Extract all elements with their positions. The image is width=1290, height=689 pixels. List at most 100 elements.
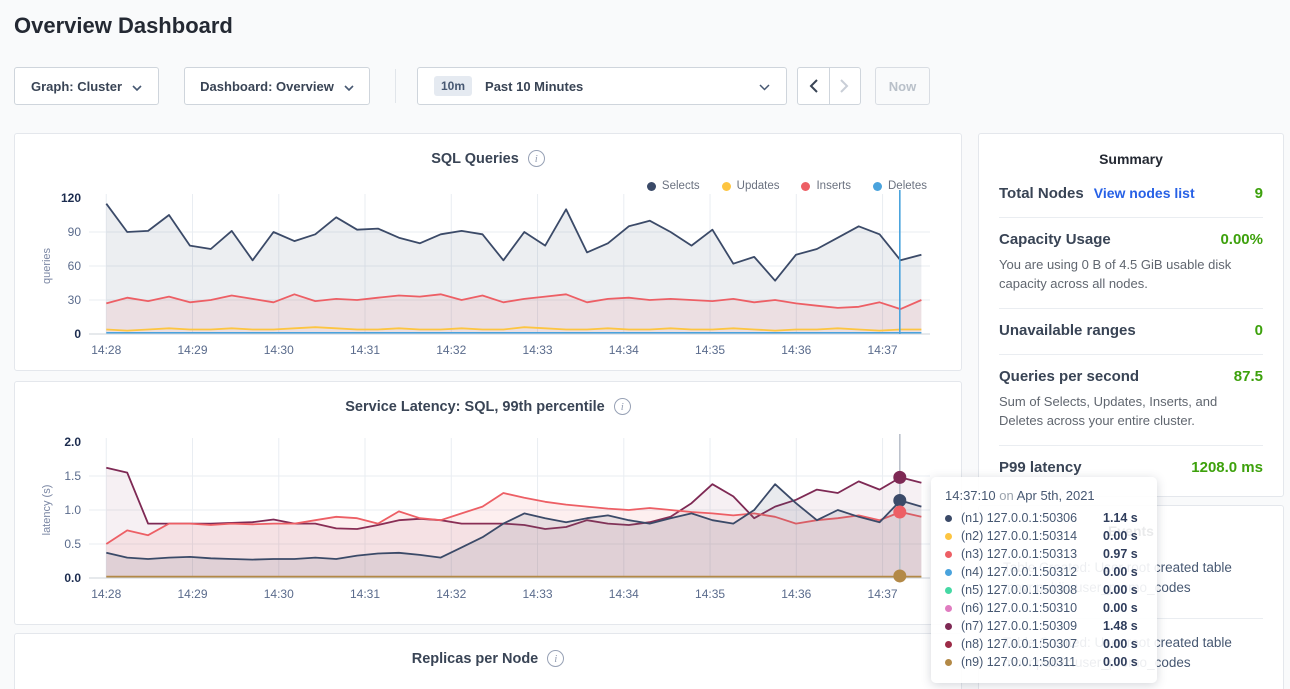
time-range-picker[interactable]: 10m Past 10 Minutes (417, 67, 787, 105)
now-button[interactable]: Now (875, 67, 930, 105)
tooltip-node-value: 1.14 s (1103, 511, 1138, 525)
summary-item-value: 9 (1254, 185, 1263, 202)
summary-item: P99 latency 1208.0 ms (979, 446, 1283, 491)
svg-text:queries: queries (41, 247, 53, 284)
tooltip-time: 14:37:10 (945, 488, 996, 503)
chevron-down-icon (759, 79, 770, 94)
range-prev-button[interactable] (798, 68, 829, 104)
info-icon[interactable]: i (613, 398, 631, 415)
toolbar-divider (395, 69, 396, 103)
summary-items: Total Nodes View nodes list 9 Capacity Usag… (979, 172, 1283, 491)
dashboard-dropdown[interactable]: Dashboard: Overview (184, 67, 370, 105)
node-color-dot-icon (945, 586, 952, 594)
chart-title: Replicas per Node (411, 650, 539, 667)
summary-item: Capacity Usage 0.00% You are using 0 B of … (979, 218, 1283, 308)
svg-text:14:37: 14:37 (868, 587, 898, 601)
svg-text:14:34: 14:34 (609, 343, 639, 357)
tooltip-node-row: (n1) 127.0.0.1:50306 1.14 s (945, 509, 1143, 527)
summary-item-value: 87.5 (1233, 368, 1263, 385)
svg-text:0.5: 0.5 (64, 537, 81, 551)
chart-canvas: 0.0 0.5 1.0 1.5 2.0 14:28 14:29 14:30 14:31 14:32… (41, 434, 930, 601)
tooltip-node-row: (n9) 127.0.0.1:50311 0.00 s (945, 653, 1143, 671)
summary-item-row: Queries per second 87.5 (999, 368, 1263, 385)
svg-text:30: 30 (68, 293, 82, 307)
summary-item-row: Unavailable ranges 0 (999, 322, 1263, 339)
tooltip-node-value: 0.00 s (1103, 637, 1138, 651)
summary-item-label: Capacity Usage (999, 231, 1111, 248)
range-next-button[interactable] (828, 68, 861, 104)
summary-item-value: 0 (1254, 322, 1263, 339)
svg-text:90: 90 (68, 225, 82, 239)
view-nodes-list-link[interactable]: View nodes list (1093, 185, 1195, 201)
tooltip-node-row: (n2) 127.0.0.1:50314 0.00 s (945, 527, 1143, 545)
tooltip-node-row: (n8) 127.0.0.1:50307 0.00 s (945, 635, 1143, 653)
svg-text:0: 0 (74, 327, 81, 341)
node-color-dot-icon (945, 550, 952, 558)
svg-text:60: 60 (68, 259, 82, 273)
info-icon[interactable]: i (527, 150, 545, 167)
node-color-dot-icon (945, 622, 952, 630)
service-latency-chart[interactable]: 0.0 0.5 1.0 1.5 2.0 14:28 14:29 14:30 14:31 14:32… (37, 432, 942, 613)
legend-dot-icon (646, 181, 656, 191)
legend-label: Selects (661, 180, 700, 192)
summary-item-value: 1208.0 ms (1191, 459, 1263, 476)
svg-text:latency (s): latency (s) (41, 485, 53, 536)
node-color-dot-icon (945, 604, 952, 612)
node-color-dot-icon (945, 514, 952, 522)
summary-item-row: Total Nodes View nodes list 9 (999, 185, 1263, 202)
svg-text:14:36: 14:36 (781, 343, 811, 357)
svg-text:14:33: 14:33 (523, 343, 553, 357)
svg-text:120: 120 (61, 191, 81, 205)
legend-item-deletes[interactable]: Deletes (873, 180, 927, 192)
page-title: Overview Dashboard (14, 13, 233, 38)
summary-divider (999, 354, 1263, 355)
tooltip-node-address: (n3) 127.0.0.1:50313 (961, 547, 1078, 561)
svg-text:2.0: 2.0 (64, 435, 81, 449)
dashboard-dropdown-label: Dashboard: Overview (200, 78, 334, 94)
tooltip-node-value: 0.00 s (1103, 583, 1138, 597)
tooltip-timestamp: 14:37:10 on Apr 5th, 2021 (945, 488, 1143, 503)
tooltip-date: Apr 5th, 2021 (1016, 488, 1095, 503)
summary-item-description: Sum of Selects, Updates, Inserts, and De… (999, 394, 1218, 428)
graph-dropdown-label: Graph: Cluster (30, 78, 122, 94)
legend-label: Inserts (816, 180, 851, 192)
sql-queries-panel: SQL Queries i Selects Updates Inserts Delet… (14, 133, 962, 371)
tooltip-node-address: (n9) 127.0.0.1:50311 (961, 655, 1077, 669)
legend-item-updates[interactable]: Updates (721, 180, 780, 192)
legend-label: Updates (736, 180, 780, 192)
summary-divider (999, 217, 1263, 218)
tooltip-node-address: (n2) 127.0.0.1:50314 (961, 529, 1078, 543)
svg-text:14:28: 14:28 (91, 343, 121, 357)
svg-text:0.0: 0.0 (64, 571, 81, 585)
summary-item-label: Queries per second (999, 368, 1140, 385)
tooltip-node-address: (n1) 127.0.0.1:50306 (961, 511, 1078, 525)
graph-dropdown[interactable]: Graph: Cluster (14, 67, 159, 105)
summary-panel: Summary Total Nodes View nodes list 9 Capac… (978, 133, 1284, 497)
tooltip-node-address: (n7) 127.0.0.1:50309 (961, 619, 1078, 633)
summary-item-value: 0.00% (1220, 231, 1263, 248)
sql-queries-chart[interactable]: 0 30 60 90 120 14:28 14:29 14:30 14:31 14:32 14:33… (37, 188, 942, 369)
time-range-arrows (797, 67, 861, 105)
summary-item: Total Nodes View nodes list 9 (979, 172, 1283, 217)
svg-text:14:28: 14:28 (91, 587, 121, 601)
tooltip-node-address: (n6) 127.0.0.1:50310 (961, 601, 1078, 615)
info-icon[interactable]: i (547, 650, 565, 667)
svg-text:14:32: 14:32 (436, 587, 466, 601)
summary-divider (999, 308, 1263, 309)
legend-label: Deletes (888, 180, 927, 192)
svg-text:14:32: 14:32 (436, 343, 466, 357)
node-color-dot-icon (945, 658, 952, 666)
svg-text:1.5: 1.5 (64, 469, 81, 483)
chevron-down-icon (132, 79, 142, 94)
tooltip-node-address: (n8) 127.0.0.1:50307 (961, 637, 1078, 651)
summary-item: Unavailable ranges 0 (979, 309, 1283, 354)
toolbar: Graph: Cluster Dashboard: Overview 10m P… (14, 67, 1276, 105)
svg-text:1.0: 1.0 (64, 503, 81, 517)
legend-item-selects[interactable]: Selects (646, 180, 700, 192)
tooltip-node-row: (n7) 127.0.0.1:50309 1.48 s (945, 617, 1143, 635)
tooltip-node-address: (n4) 127.0.0.1:50312 (961, 565, 1078, 579)
legend-item-inserts[interactable]: Inserts (801, 180, 851, 192)
replicas-per-node-panel: Replicas per Node i (14, 633, 962, 689)
time-range-label: Past 10 Minutes (485, 78, 584, 94)
